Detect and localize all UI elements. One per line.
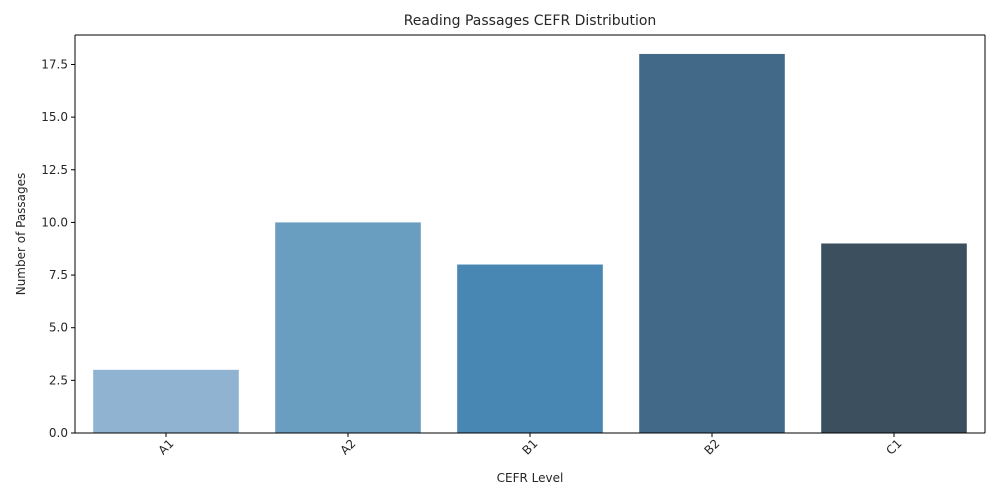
y-tick-label: 2.5 xyxy=(49,373,68,387)
y-tick-label: 12.5 xyxy=(41,163,68,177)
bar-a1 xyxy=(93,369,239,433)
x-tick-label-b1: B1 xyxy=(519,436,540,457)
x-tick-label-b2: B2 xyxy=(701,436,722,457)
y-tick-label: 15.0 xyxy=(41,110,68,124)
x-tick-label-a2: A2 xyxy=(337,436,358,457)
bar-a2 xyxy=(275,222,421,433)
y-tick-label: 7.5 xyxy=(49,268,68,282)
chart-title: Reading Passages CEFR Distribution xyxy=(404,13,657,29)
bar-c1 xyxy=(821,243,967,433)
y-tick-label: 10.0 xyxy=(41,215,68,229)
y-tick-label: 5.0 xyxy=(49,321,68,335)
x-axis-title: CEFR Level xyxy=(497,471,564,485)
bar-b1 xyxy=(457,264,603,433)
x-tick-label-a1: A1 xyxy=(155,436,176,457)
y-tick-label: 17.5 xyxy=(41,57,68,71)
plot-area: 0.0 2.5 5.0 7.5 10.0 12.5 15.0 17.5 A1 A2 B1 B2 C1 xyxy=(41,34,986,458)
bar-b2 xyxy=(639,53,785,433)
y-axis-title: Number of Passages xyxy=(14,173,28,296)
x-tick-label-c1: C1 xyxy=(883,436,904,457)
y-tick-label: 0.0 xyxy=(49,426,68,440)
